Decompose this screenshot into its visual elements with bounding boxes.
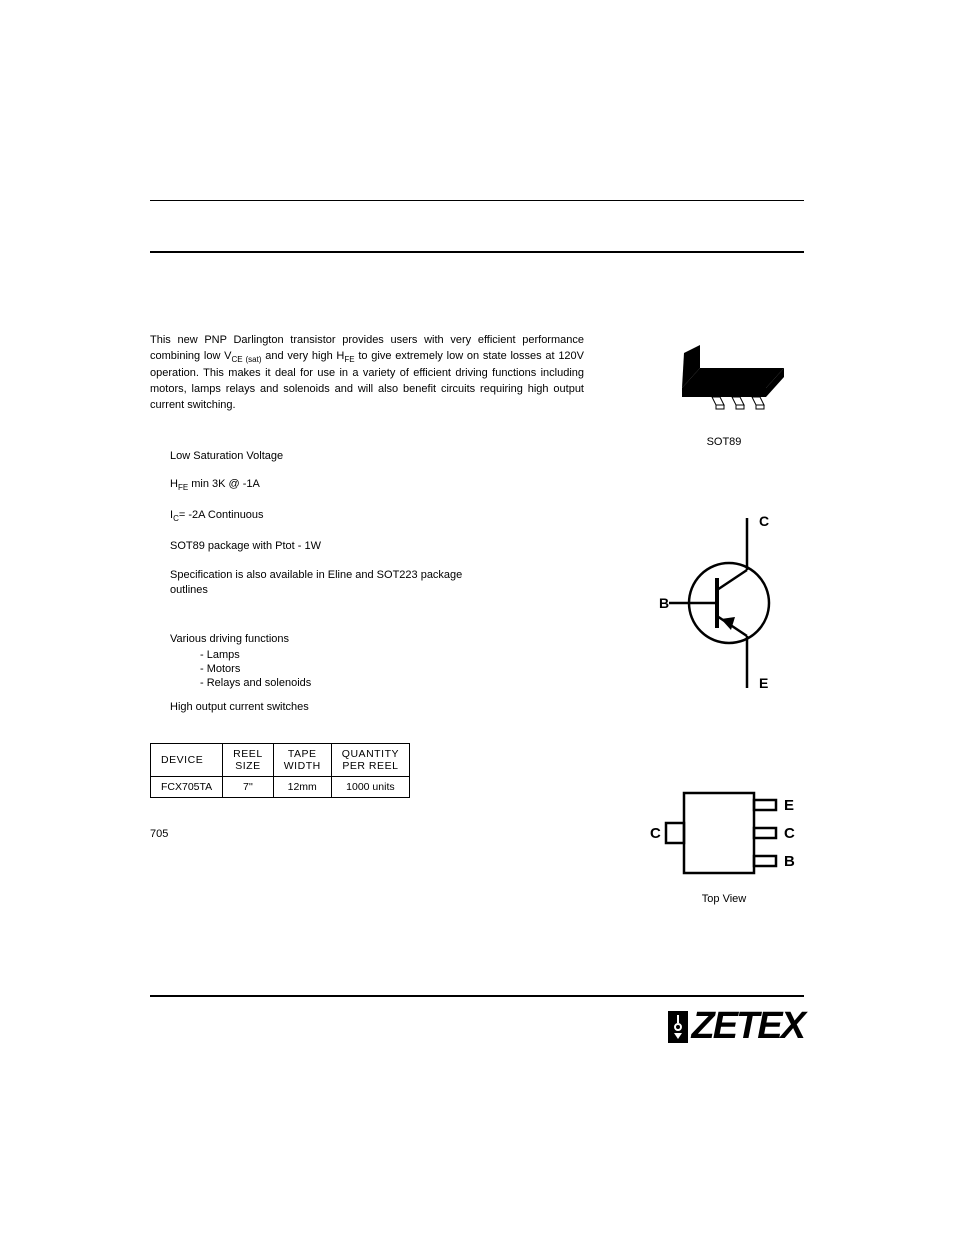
th-qty: QUANTITYPER REEL (331, 743, 409, 776)
th-device: DEVICE (151, 743, 223, 776)
logo-block: ZETEX (150, 1005, 804, 1048)
desc-sub-2: FE (344, 355, 354, 364)
footer: ZETEX (150, 995, 804, 1048)
description-text: This new PNP Darlington transistor provi… (150, 333, 584, 414)
schem-b-label: B (659, 595, 669, 611)
logo-text: ZETEX (692, 1005, 804, 1048)
pin-c-left: C (650, 825, 661, 842)
schem-e-label: E (759, 675, 768, 691)
desc-sub-1: CE (sat) (231, 355, 261, 364)
applications-block: Various driving functions - Lamps - Moto… (150, 633, 584, 713)
f2-post: min 3K @ -1A (188, 478, 260, 490)
feature-3: IC= -2A Continuous (170, 508, 584, 525)
td-qty: 1000 units (331, 776, 409, 797)
pin-c: C (784, 825, 795, 842)
zetex-mark-icon (666, 1009, 690, 1045)
package-3d-diagram: SOT89 (654, 333, 794, 448)
package-label: SOT89 (707, 436, 742, 448)
app-sub-3: - Relays and solenoids (200, 677, 584, 689)
f2-pre: H (170, 478, 178, 490)
app-sub-1: - Lamps (200, 649, 584, 661)
pinout-diagram: C E C B Top View (644, 778, 804, 905)
features-block: Low Saturation Voltage HFE min 3K @ -1A … (150, 449, 584, 598)
pin-b: B (784, 853, 795, 870)
th-tape: TAPEWIDTH (273, 743, 331, 776)
divider-bottom (150, 995, 804, 997)
app-2: High output current switches (170, 701, 584, 713)
td-tape: 12mm (273, 776, 331, 797)
f3-post: = -2A Continuous (179, 509, 264, 521)
sot89-package-icon (654, 333, 794, 418)
td-reel: 7'' (223, 776, 274, 797)
th-reel: REELSIZE (223, 743, 274, 776)
app-heading: Various driving functions (170, 633, 584, 645)
table-row: FCX705TA 7'' 12mm 1000 units (151, 776, 410, 797)
device-table: DEVICE REELSIZE TAPEWIDTH QUANTITYPER RE… (150, 743, 410, 798)
right-column: SOT89 C B E (644, 333, 804, 905)
desc-span-2: and very high H (262, 350, 345, 362)
feature-1: Low Saturation Voltage (170, 449, 584, 464)
spacer (150, 201, 804, 251)
schem-c-label: C (759, 513, 769, 529)
main-content-row: This new PNP Darlington transistor provi… (150, 333, 804, 905)
pinout-icon: C E C B (644, 778, 804, 883)
app-sub-2: - Motors (200, 663, 584, 675)
feature-4: SOT89 package with Ptot - 1W (170, 539, 584, 554)
f2-sub: FE (178, 484, 188, 493)
divider-top-2 (150, 251, 804, 253)
td-device: FCX705TA (151, 776, 223, 797)
pin-e: E (784, 797, 794, 814)
feature-2: HFE min 3K @ -1A (170, 477, 584, 494)
schematic-diagram: C B E (659, 508, 789, 698)
left-column: This new PNP Darlington transistor provi… (150, 333, 644, 905)
marking-code: 705 (150, 828, 584, 840)
feature-5: Specification is also available in Eline… (170, 568, 490, 598)
pnp-schematic-icon: C B E (659, 508, 789, 698)
top-view-label: Top View (702, 893, 746, 905)
table-header-row: DEVICE REELSIZE TAPEWIDTH QUANTITYPER RE… (151, 743, 410, 776)
